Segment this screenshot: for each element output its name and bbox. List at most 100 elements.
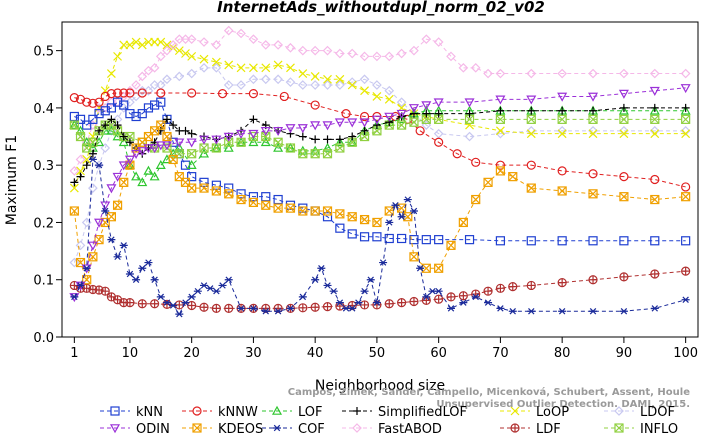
- data-point: [88, 149, 97, 158]
- x-tick-label: 60: [430, 346, 447, 361]
- data-point: [200, 282, 209, 289]
- data-point: [285, 42, 296, 53]
- legend-item-fastabod: FastABOD: [342, 422, 442, 434]
- data-point: [149, 62, 160, 73]
- data-point: [186, 68, 197, 79]
- data-point: [94, 218, 105, 228]
- data-point: [223, 25, 234, 36]
- data-point: [132, 276, 141, 283]
- data-point: [335, 135, 344, 144]
- data-point: [348, 305, 357, 312]
- data-point: [619, 172, 629, 182]
- data-point: [174, 138, 185, 148]
- data-point: [409, 45, 419, 56]
- data-point: [137, 177, 148, 187]
- data-point: [508, 172, 518, 182]
- data-point: [465, 109, 474, 118]
- data-point: [76, 282, 85, 289]
- legend-label: LOF: [298, 405, 323, 420]
- data-point: [236, 194, 246, 205]
- data-point: [224, 276, 233, 283]
- data-point: [285, 77, 296, 87]
- data-point: [119, 100, 129, 110]
- data-point: [588, 92, 599, 102]
- legend-label: SimplifiedLOF: [378, 405, 467, 420]
- data-point: [557, 186, 567, 196]
- data-point: [347, 80, 357, 90]
- data-point: [347, 229, 357, 239]
- series-line-fastabod: [73, 30, 686, 172]
- data-point: [681, 182, 691, 192]
- series-line-ldof: [73, 67, 686, 263]
- data-point: [322, 302, 333, 312]
- data-point: [384, 299, 394, 309]
- legend-marker: [192, 423, 202, 433]
- data-point: [588, 68, 598, 79]
- data-point: [470, 62, 481, 73]
- data-point: [211, 186, 221, 196]
- data-point: [650, 236, 660, 246]
- data-point: [187, 129, 196, 138]
- data-point: [248, 129, 259, 139]
- data-point: [397, 233, 407, 244]
- data-point: [131, 111, 141, 122]
- data-point: [131, 149, 142, 159]
- data-point: [483, 68, 493, 79]
- legend-label: LoOP: [536, 405, 569, 420]
- data-point: [650, 269, 660, 279]
- legend-marker: [352, 423, 362, 433]
- watermark: Campos, Zimek, Sander, Campello, Micenko…: [288, 386, 690, 410]
- legend-item-ldof: LDOF: [604, 405, 675, 420]
- data-point: [162, 131, 172, 142]
- data-point: [88, 183, 98, 193]
- data-point: [459, 299, 468, 306]
- data-point: [558, 308, 567, 315]
- data-point: [397, 120, 407, 130]
- data-point: [372, 299, 381, 306]
- data-point: [526, 114, 536, 124]
- data-point: [681, 296, 690, 303]
- data-point: [557, 236, 567, 246]
- legend-marker: [273, 424, 281, 432]
- data-point: [409, 296, 419, 307]
- data-point: [310, 302, 320, 312]
- data-point: [588, 114, 598, 124]
- data-point: [464, 131, 475, 142]
- data-point: [137, 299, 147, 309]
- data-point: [372, 232, 382, 242]
- data-point: [273, 127, 284, 137]
- data-point: [495, 126, 505, 136]
- data-point: [322, 142, 333, 152]
- data-point: [162, 299, 171, 306]
- data-point: [94, 160, 104, 171]
- data-point: [495, 160, 506, 170]
- data-point: [391, 202, 400, 209]
- watermark-text: Unsupervised Outlier Detection. DAMI, 20…: [436, 399, 690, 410]
- x-axis-label: Neighborhood size: [315, 378, 445, 394]
- data-point: [187, 183, 197, 193]
- data-point: [322, 45, 333, 56]
- data-point: [125, 109, 135, 119]
- data-point: [199, 183, 209, 193]
- data-point: [650, 194, 660, 205]
- data-point: [101, 121, 110, 130]
- data-point: [76, 166, 85, 176]
- data-point: [199, 62, 209, 73]
- data-point: [143, 103, 154, 113]
- data-point: [416, 265, 425, 272]
- data-point: [223, 80, 234, 90]
- data-point: [155, 141, 166, 151]
- data-point: [261, 131, 271, 142]
- data-point: [384, 112, 395, 122]
- data-point: [76, 172, 85, 181]
- data-point: [334, 137, 345, 147]
- data-point: [249, 305, 258, 312]
- data-point: [619, 192, 629, 202]
- data-point: [248, 192, 259, 202]
- legend-item-inflo: INFLO: [604, 422, 678, 434]
- data-point: [137, 71, 148, 82]
- data-point: [495, 114, 506, 124]
- data-point: [211, 40, 222, 50]
- data-point: [372, 92, 382, 101]
- data-point: [273, 137, 283, 147]
